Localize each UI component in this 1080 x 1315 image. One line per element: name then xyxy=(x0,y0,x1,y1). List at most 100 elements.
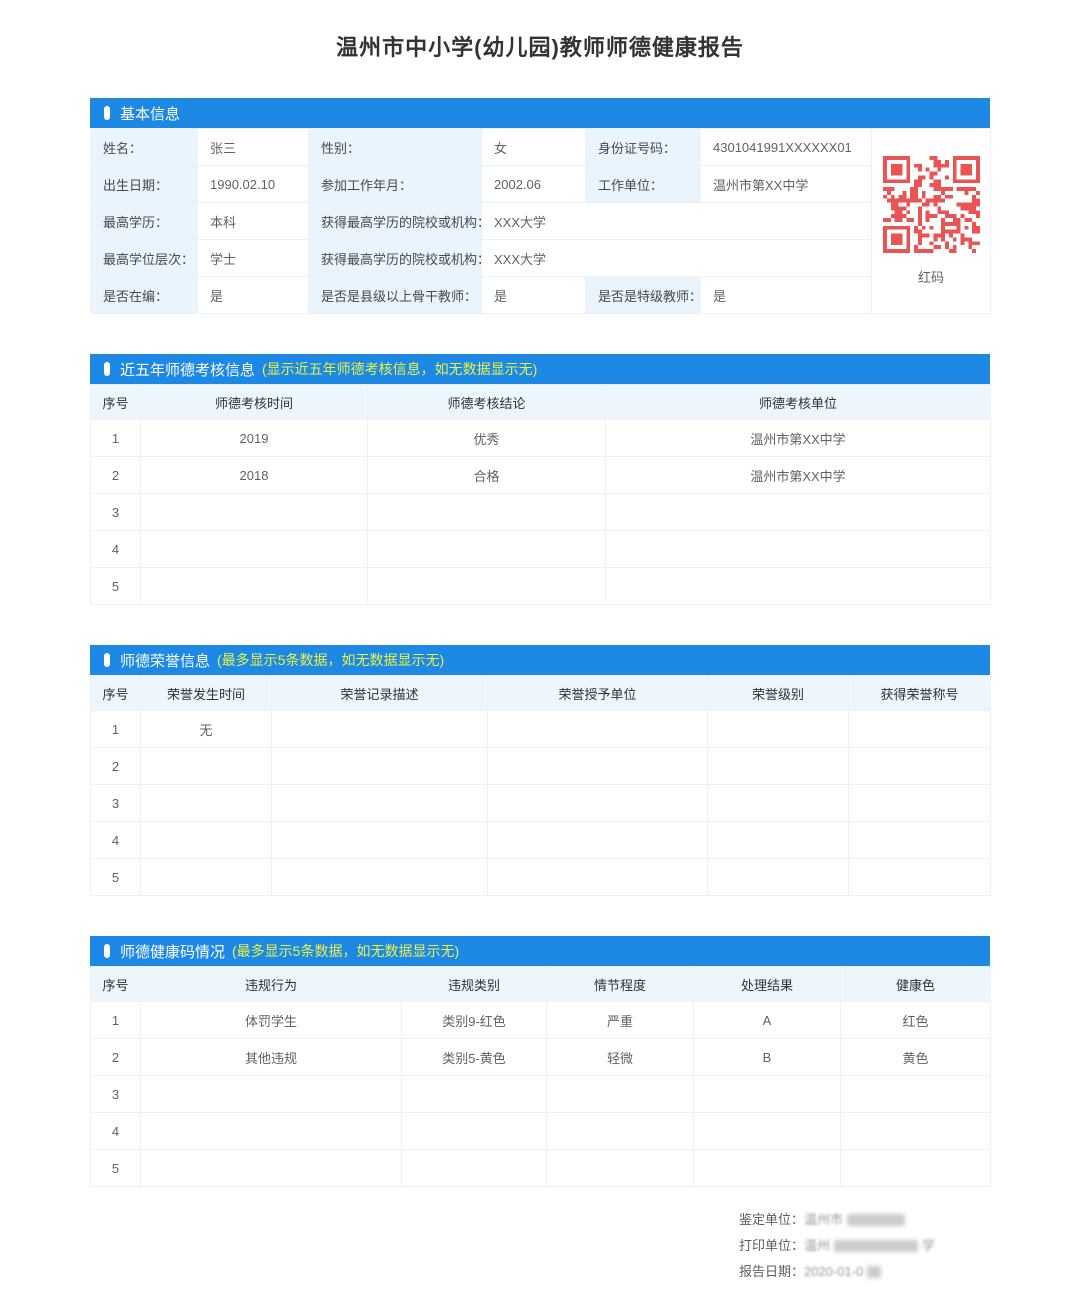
data-cell xyxy=(487,747,708,785)
table-row: 最高学历： 本科 获得最高学历的院校或机构： XXX大学 xyxy=(90,202,991,240)
table-row: 4 xyxy=(90,1112,991,1150)
data-cell: 优秀 xyxy=(367,419,606,457)
data-cell xyxy=(605,567,991,605)
column-header: 情节程度 xyxy=(546,966,694,1002)
data-cell xyxy=(271,747,488,785)
field-label: 出生日期： xyxy=(90,165,198,203)
data-cell xyxy=(605,530,991,568)
column-header: 师德考核结论 xyxy=(367,384,606,420)
report-footer: 鉴定单位： 温州市 打印单位： 温州 学报告日期： 2020-01-0 xyxy=(739,1207,935,1285)
column-header: 荣誉级别 xyxy=(707,675,849,711)
row-index-cell: 4 xyxy=(90,1112,141,1150)
qr-code-label: 红码 xyxy=(917,270,944,285)
data-cell xyxy=(401,1112,547,1150)
data-cell xyxy=(140,747,272,785)
data-cell xyxy=(367,493,606,531)
field-value: 1990.02.10 xyxy=(197,165,309,203)
data-cell xyxy=(140,493,368,531)
section-header-basic-info: 基本信息 xyxy=(90,98,990,128)
section-title: 基本信息 xyxy=(120,105,181,123)
data-cell: 体罚学生 xyxy=(140,1001,402,1039)
data-cell: 轻微 xyxy=(546,1038,694,1076)
column-header: 获得荣誉称号 xyxy=(848,675,991,711)
footer-line: 鉴定单位： 温州市 xyxy=(739,1207,935,1233)
column-header: 违规行为 xyxy=(140,966,402,1002)
basic-info-table: 姓名： 张三 性别：女身份证号码： 4301041991XXXXXX01 红码 出生日期：… xyxy=(90,128,991,314)
data-cell xyxy=(848,710,991,748)
section-note: (显示近五年师德考核信息，如无数据显示无) xyxy=(262,361,538,377)
data-cell: 其他违规 xyxy=(140,1038,402,1076)
data-cell xyxy=(271,858,488,896)
data-cell xyxy=(546,1075,694,1113)
section-pill-icon xyxy=(104,106,110,120)
field-label: 最高学历： xyxy=(90,202,198,240)
table-row: 3 xyxy=(90,1075,991,1113)
data-cell xyxy=(693,1149,841,1187)
field-value: 是 xyxy=(700,276,872,314)
data-cell: 2018 xyxy=(140,456,368,494)
data-cell xyxy=(848,747,991,785)
section-note: (最多显示5条数据，如无数据显示无) xyxy=(232,943,460,959)
field-value: XXX大学 xyxy=(481,202,872,240)
field-label: 姓名： xyxy=(90,128,198,166)
section-health-code: 师德健康码情况 (最多显示5条数据，如无数据显示无) 序号 违规行为 违规类别 情节程… xyxy=(90,936,991,1187)
field-label: 获得最高学历的院校或机构： xyxy=(308,239,482,277)
table-row: 5 xyxy=(90,1149,991,1187)
row-index-cell: 4 xyxy=(90,530,141,568)
column-header: 师德考核单位 xyxy=(605,384,991,420)
data-cell: 黄色 xyxy=(840,1038,991,1076)
section-pill-icon xyxy=(104,944,110,958)
section-pill-icon xyxy=(104,653,110,667)
footer-line: 打印单位： 温州 学 xyxy=(739,1233,935,1259)
table-row: 是否在编：是是否是县级以上骨干教师：是是否是特级教师：是 xyxy=(90,276,991,314)
honor-table: 序号 荣誉发生时间 荣誉记录描述 荣誉授予单位 荣誉级别 获得荣誉称号 1 无 2 3 4 5 xyxy=(90,675,991,896)
table-row: 5 xyxy=(90,567,991,605)
field-label: 是否是特级教师： xyxy=(585,276,701,314)
column-header: 荣誉授予单位 xyxy=(487,675,708,711)
row-index-cell: 1 xyxy=(90,710,141,748)
data-cell: 无 xyxy=(140,710,272,748)
data-cell xyxy=(707,821,849,859)
data-cell xyxy=(693,1075,841,1113)
data-cell xyxy=(271,784,488,822)
field-value: 4301041991XXXXXX01 xyxy=(700,128,872,166)
data-cell xyxy=(140,567,368,605)
data-cell xyxy=(140,858,272,896)
column-header: 健康色 xyxy=(840,966,991,1002)
field-label: 是否是县级以上骨干教师： xyxy=(308,276,482,314)
redacted-block xyxy=(867,1266,882,1278)
table-row: 1 体罚学生 类别9-红色 严重 A 红色 xyxy=(90,1001,991,1039)
field-value: 温州市第XX中学 xyxy=(700,165,872,203)
field-label: 参加工作年月： xyxy=(308,165,482,203)
data-cell xyxy=(140,1112,402,1150)
field-value: 学士 xyxy=(197,239,309,277)
section-pill-icon xyxy=(104,362,110,376)
column-header: 师德考核时间 xyxy=(140,384,368,420)
table-row: 姓名： 张三 性别：女身份证号码： 4301041991XXXXXX01 红码 xyxy=(90,128,991,314)
table-header-row: 序号 师德考核时间 师德考核结论 师德考核单位 xyxy=(90,384,991,420)
data-cell xyxy=(271,710,488,748)
data-cell xyxy=(140,821,272,859)
data-cell xyxy=(840,1075,991,1113)
footer-label: 打印单位： xyxy=(738,1238,804,1253)
row-index-cell: 2 xyxy=(90,1038,141,1076)
data-cell xyxy=(848,858,991,896)
data-cell xyxy=(487,821,708,859)
data-cell xyxy=(140,784,272,822)
column-header: 序号 xyxy=(90,675,141,711)
data-cell xyxy=(271,821,488,859)
data-cell: 严重 xyxy=(546,1001,694,1039)
footer-label: 报告日期： xyxy=(738,1264,804,1279)
table-row: 4 xyxy=(90,821,991,859)
data-cell xyxy=(707,747,849,785)
table-row: 1 2019 优秀 温州市第XX中学 xyxy=(90,419,991,457)
data-cell xyxy=(707,858,849,896)
data-cell: 类别5-黄色 xyxy=(401,1038,547,1076)
table-header-row: 序号 违规行为 违规类别 情节程度 处理结果 健康色 xyxy=(90,966,991,1002)
field-label: 最高学位层次： xyxy=(90,239,198,277)
section-title: 师德健康码情况 xyxy=(120,943,226,961)
page-title: 温州市中小学(幼儿园)教师师德健康报告 xyxy=(336,35,744,60)
table-row: 2 xyxy=(90,747,991,785)
section-header-honor: 师德荣誉信息 (最多显示5条数据，如无数据显示无) xyxy=(90,645,990,675)
